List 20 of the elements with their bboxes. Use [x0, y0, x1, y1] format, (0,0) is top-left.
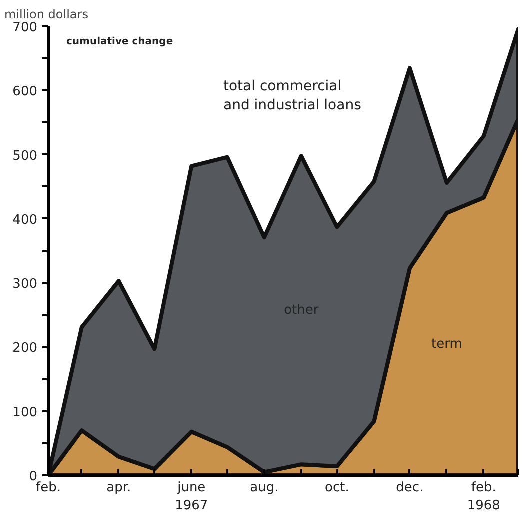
- x-tick-label: apr.: [106, 480, 132, 496]
- x-tick-label: june 1967: [175, 480, 208, 514]
- y-axis-title: million dollars: [4, 8, 88, 22]
- y-tick-label: 0: [29, 470, 38, 484]
- x-tick-label: aug.: [250, 480, 279, 496]
- x-tick-label: dec.: [396, 480, 424, 496]
- y-tick-label: 500: [12, 148, 38, 164]
- y-tick-label: 200: [12, 341, 38, 356]
- y-tick-label: 600: [12, 84, 38, 100]
- y-tick-label: 100: [12, 405, 38, 420]
- series-label: other: [284, 302, 320, 318]
- text: cumulative change: [66, 36, 174, 48]
- x-tick-label: feb. 1968: [467, 480, 500, 514]
- x-tick-label: oct.: [325, 480, 350, 496]
- x-tick-label: feb.: [36, 480, 61, 496]
- annotation: total commercial and industrial loans: [224, 78, 362, 114]
- y-tick-label: 300: [12, 277, 38, 292]
- series-label: term: [431, 336, 462, 352]
- y-tick-label: 700: [12, 20, 38, 36]
- y-tick-label: 400: [12, 212, 38, 228]
